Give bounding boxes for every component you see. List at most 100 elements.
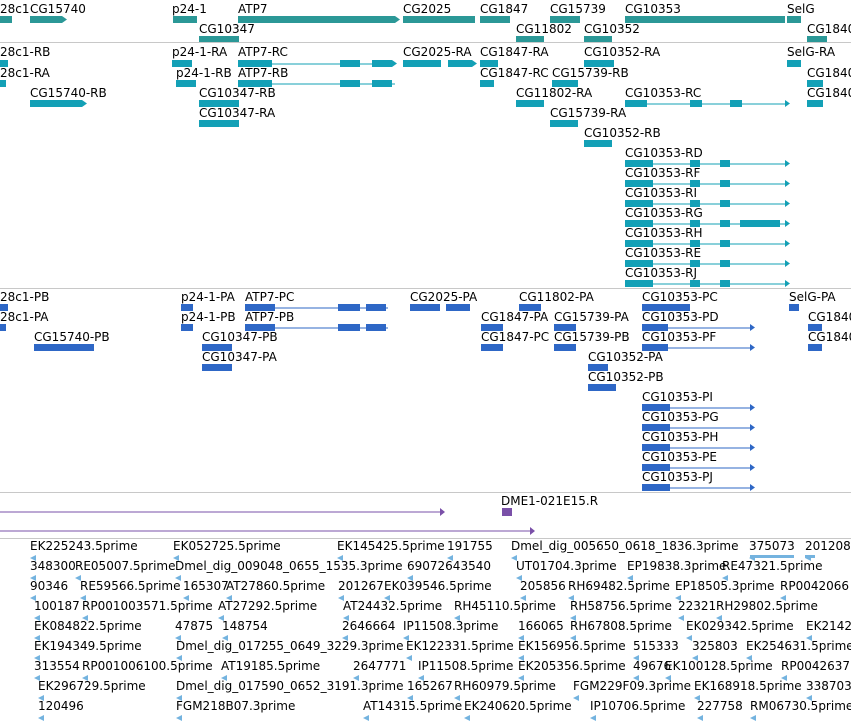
feature-strand-arrow[interactable] — [530, 527, 535, 535]
read-marker[interactable] — [678, 615, 684, 621]
reads-feature-label[interactable]: UT01704.3prime — [516, 559, 617, 573]
reads-feature-label[interactable]: Dmel_dig_009048_0655_1535.3prime — [175, 559, 403, 573]
feature-exon[interactable] — [550, 16, 580, 23]
read-marker[interactable] — [30, 595, 36, 601]
read-marker[interactable] — [806, 695, 812, 701]
feature-exon[interactable] — [807, 100, 823, 107]
genes-feature-label[interactable]: CG1840 — [807, 22, 851, 36]
reads-feature-label[interactable]: 191755 — [447, 539, 493, 553]
read-marker[interactable] — [454, 615, 460, 621]
transcripts-feature-label[interactable]: CG1847-RA — [480, 45, 549, 59]
reads-feature-label[interactable]: 120496 — [38, 699, 84, 713]
read-marker[interactable] — [34, 675, 40, 681]
reads-feature-label[interactable]: RP0042637 — [781, 659, 851, 673]
feature-strand-arrow[interactable] — [395, 16, 400, 23]
reads-feature-label[interactable]: 205856 — [520, 579, 566, 593]
reads-feature-label[interactable]: AT24432.5prime — [343, 599, 443, 613]
read-marker[interactable] — [675, 595, 681, 601]
feature-exon[interactable] — [30, 100, 82, 107]
read-marker[interactable] — [518, 635, 524, 641]
read-marker[interactable] — [222, 635, 228, 641]
feature-strand-arrow[interactable] — [785, 180, 790, 187]
proteins-feature-label[interactable]: CG10353-PH — [642, 430, 719, 444]
read-marker[interactable] — [780, 595, 786, 601]
reads-feature-label[interactable]: EK296729.5prime — [38, 679, 146, 693]
feature-exon[interactable] — [480, 60, 498, 67]
reads-feature-label[interactable]: AT27860.5prime — [226, 579, 326, 593]
feature-exon[interactable] — [642, 304, 690, 311]
read-marker[interactable] — [403, 635, 409, 641]
feature-strand-arrow[interactable] — [392, 60, 397, 67]
feature-exon[interactable] — [0, 304, 8, 311]
feature-strand-arrow[interactable] — [750, 344, 755, 351]
genes-feature-label[interactable]: SelG — [787, 2, 815, 16]
transcripts-feature-label[interactable]: ATP7-RC — [238, 45, 288, 59]
reads-feature-label[interactable]: RH29802.5prime — [716, 599, 818, 613]
feature-exon[interactable] — [0, 80, 6, 87]
feature-strand-arrow[interactable] — [750, 404, 755, 411]
feature-strand-arrow[interactable] — [750, 444, 755, 451]
genes-feature-label[interactable]: CG15739 — [550, 2, 606, 16]
reads-feature-label[interactable]: FGM229F09.3prime — [573, 679, 692, 693]
genes-feature-label[interactable]: CG15740 — [30, 2, 86, 16]
transcripts-feature-label[interactable]: CG10353-RC — [625, 86, 702, 100]
feature-exon[interactable] — [34, 344, 94, 351]
read-marker[interactable] — [750, 715, 756, 721]
reads-feature-label[interactable]: EK240620.5prime — [464, 699, 572, 713]
reads-feature-label[interactable]: 165267 — [407, 679, 453, 693]
feature-exon[interactable] — [690, 180, 700, 187]
read-marker[interactable] — [665, 675, 671, 681]
proteins-feature-label[interactable]: CG10353-PE — [642, 450, 717, 464]
read-marker[interactable] — [38, 715, 44, 721]
feature-exon[interactable] — [787, 60, 801, 67]
genes-feature-label[interactable]: CG10347 — [199, 22, 255, 36]
feature-exon[interactable] — [172, 60, 192, 67]
reads-feature-label[interactable]: EK225243.5prime — [30, 539, 138, 553]
proteins-feature-label[interactable]: CG1840 — [808, 310, 851, 324]
genes-feature-label[interactable]: CG2025 — [403, 2, 452, 16]
feature-exon[interactable] — [625, 220, 653, 227]
read-marker[interactable] — [218, 615, 224, 621]
read-marker[interactable] — [38, 695, 44, 701]
feature-exon[interactable] — [720, 200, 730, 207]
feature-exon[interactable] — [584, 60, 614, 67]
read-marker[interactable] — [337, 555, 343, 561]
reads-feature-label[interactable]: Dmel_dig_005650_0618_1836.3prime — [511, 539, 739, 553]
reads-feature-label[interactable]: RE59566.5prime — [80, 579, 181, 593]
proteins-feature-label[interactable]: CG11802-PA — [519, 290, 594, 304]
feature-exon[interactable] — [181, 324, 193, 331]
feature-strand-arrow[interactable] — [750, 484, 755, 491]
reads-feature-label[interactable]: 165307 — [183, 579, 229, 593]
proteins-feature-label[interactable]: CG1847-PA — [481, 310, 549, 324]
read-marker[interactable] — [568, 595, 574, 601]
reads-feature-label[interactable]: 201267 — [338, 579, 384, 593]
read-marker[interactable] — [697, 715, 703, 721]
proteins-feature-label[interactable]: CG15739-PA — [554, 310, 629, 324]
reads-feature-label[interactable]: IP11508.3prime — [403, 619, 499, 633]
transcripts-feature-label[interactable]: 28c1-RB — [0, 45, 51, 59]
transcripts-feature-label[interactable]: CG10347-RB — [199, 86, 276, 100]
read-marker[interactable] — [520, 595, 526, 601]
read-marker[interactable] — [82, 615, 88, 621]
reads-feature-label[interactable]: RP001006100.5prime — [82, 659, 213, 673]
feature-exon[interactable] — [181, 304, 193, 311]
feature-exon[interactable] — [340, 80, 360, 87]
proteins-feature-label[interactable]: CG10353-PI — [642, 390, 713, 404]
read-marker[interactable] — [464, 715, 470, 721]
feature-exon[interactable] — [403, 60, 441, 67]
feature-exon[interactable] — [245, 304, 275, 311]
transcripts-feature-label[interactable]: p24-1-RA — [172, 45, 228, 59]
transcripts-feature-label[interactable]: CG15739-RB — [552, 66, 629, 80]
feature-exon[interactable] — [807, 36, 827, 43]
reads-feature-label[interactable]: RH69482.5prime — [568, 579, 670, 593]
read-marker[interactable] — [338, 595, 344, 601]
proteins-feature-label[interactable]: CG10347-PA — [202, 350, 277, 364]
transcripts-feature-label[interactable]: p24-1-RB — [176, 66, 232, 80]
reads-feature-label[interactable]: 375073 — [749, 539, 795, 553]
feature-exon[interactable] — [446, 304, 470, 311]
read-marker[interactable] — [447, 555, 453, 561]
feature-exon[interactable] — [199, 120, 239, 127]
read-marker[interactable] — [627, 575, 633, 581]
reads-feature-label[interactable]: 348300 — [30, 559, 76, 573]
transcripts-feature-label[interactable]: CG10352-RA — [584, 45, 661, 59]
